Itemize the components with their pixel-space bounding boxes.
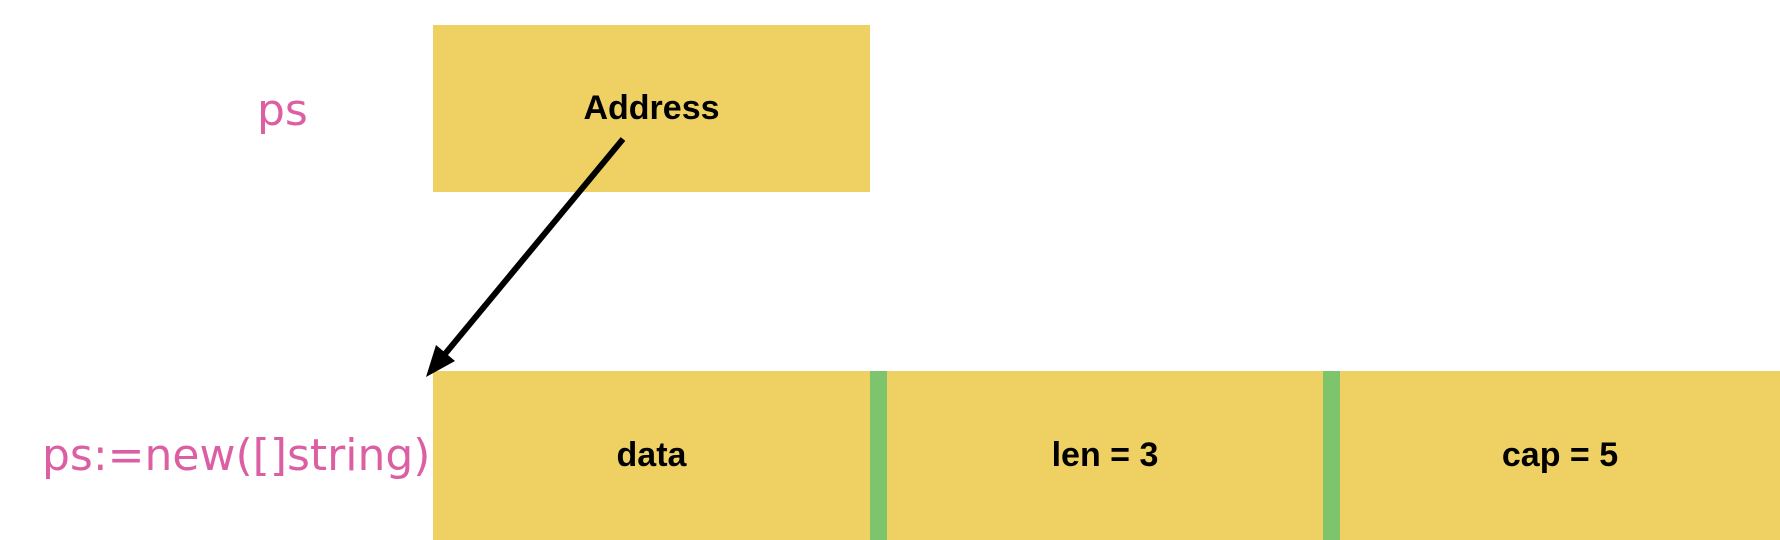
slice-field-cap-text: cap = 5 (1501, 436, 1619, 474)
slice-field-cap: cap = 5 (1340, 371, 1780, 540)
slice-header-struct: data len = 3 cap = 5 (433, 371, 1780, 540)
slice-field-len: len = 3 (887, 371, 1323, 540)
slice-field-len-text: len = 3 (1051, 436, 1159, 474)
address-box-text: Address (583, 89, 720, 127)
address-box: Address (433, 25, 870, 192)
field-separator-2 (1323, 371, 1340, 540)
slice-header-label: ps:=new([]string) (42, 430, 431, 481)
pointer-variable-label: ps (257, 85, 308, 136)
slice-field-data: data (433, 371, 870, 540)
field-separator-1 (870, 371, 887, 540)
slice-field-data-text: data (616, 436, 687, 474)
